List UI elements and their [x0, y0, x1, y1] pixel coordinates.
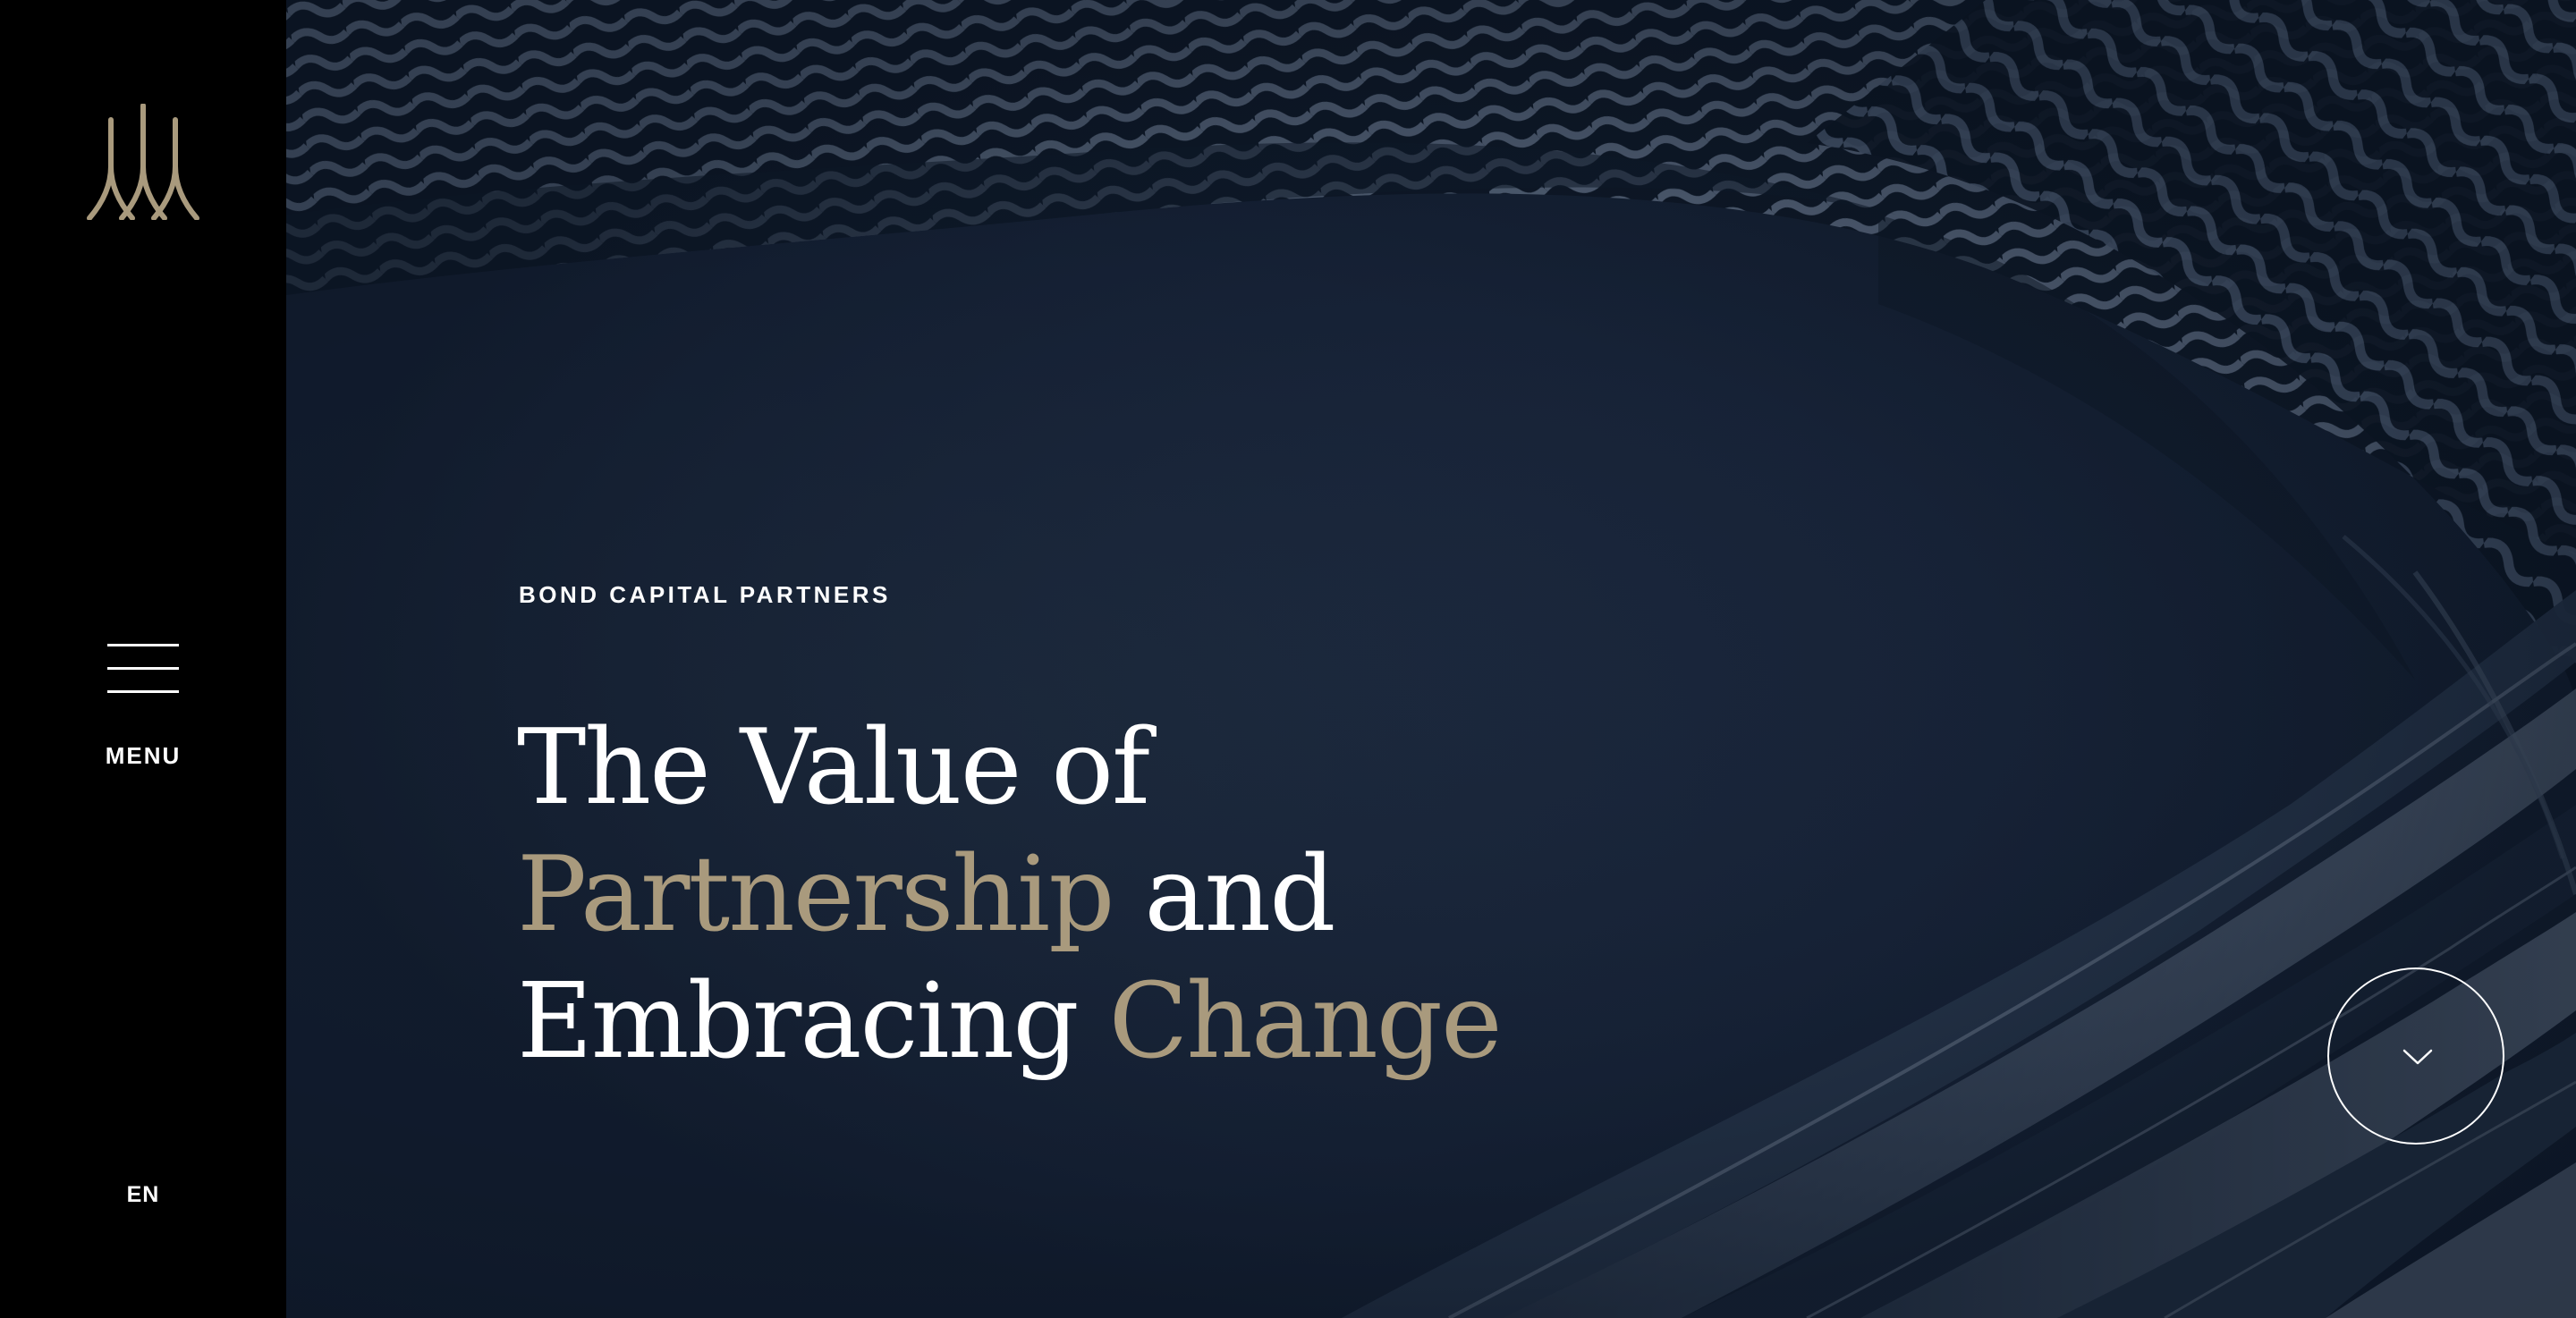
chevron-down-icon [2402, 1049, 2433, 1065]
hamburger-icon [107, 644, 179, 694]
sidebar: MENU EN [0, 0, 286, 1318]
scroll-down-button[interactable] [2327, 967, 2504, 1145]
headline-gold-word-change: Change [1108, 961, 1502, 1082]
hero-section: BOND CAPITAL PARTNERS The Value of Partn… [286, 0, 2576, 1318]
hero-eyebrow: BOND CAPITAL PARTNERS [519, 581, 891, 608]
language-switcher[interactable]: EN [126, 1182, 160, 1207]
headline-gold-word-partnership: Partnership [517, 834, 1114, 955]
headline-line-3: Embracing Change [517, 959, 1503, 1086]
headline-line-1: The Value of [517, 707, 1150, 828]
headline-line-2: Partnership and [517, 832, 1501, 959]
headline-word-and: and [1113, 834, 1335, 955]
logo-link[interactable] [86, 103, 200, 221]
hero-background-image [286, 0, 2576, 1318]
headline-word-embracing: Embracing [517, 961, 1109, 1082]
menu-label: MENU [105, 742, 182, 769]
triple-peak-logo-icon [87, 103, 199, 221]
menu-button[interactable]: MENU [86, 626, 200, 778]
hero-headline: The Value of Partnership and Embracing C… [517, 705, 1503, 1086]
